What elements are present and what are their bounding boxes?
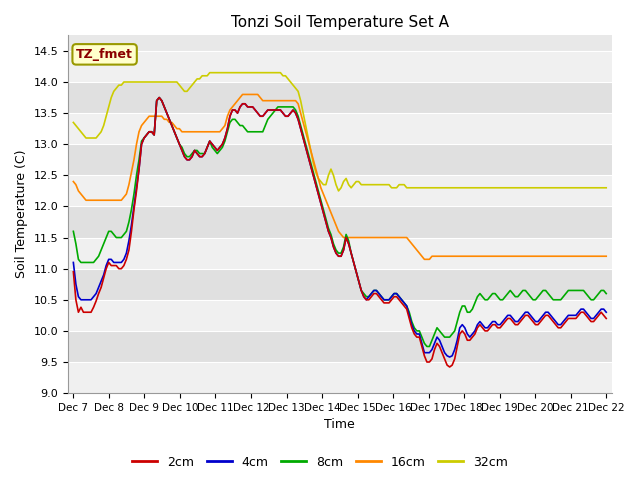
X-axis label: Time: Time: [324, 419, 355, 432]
Bar: [68, 362, 612, 393]
Bar: [68, 238, 612, 269]
Bar: [68, 175, 612, 206]
Bar: [68, 206, 612, 238]
Title: Tonzi Soil Temperature Set A: Tonzi Soil Temperature Set A: [231, 15, 449, 30]
Bar: [68, 144, 612, 175]
Bar: [68, 331, 612, 362]
Bar: [68, 300, 612, 331]
Y-axis label: Soil Temperature (C): Soil Temperature (C): [15, 150, 28, 278]
Legend: 2cm, 4cm, 8cm, 16cm, 32cm: 2cm, 4cm, 8cm, 16cm, 32cm: [127, 451, 513, 474]
Bar: [68, 269, 612, 300]
Bar: [68, 51, 612, 82]
Bar: [68, 113, 612, 144]
Text: TZ_fmet: TZ_fmet: [76, 48, 133, 61]
Bar: [68, 82, 612, 113]
